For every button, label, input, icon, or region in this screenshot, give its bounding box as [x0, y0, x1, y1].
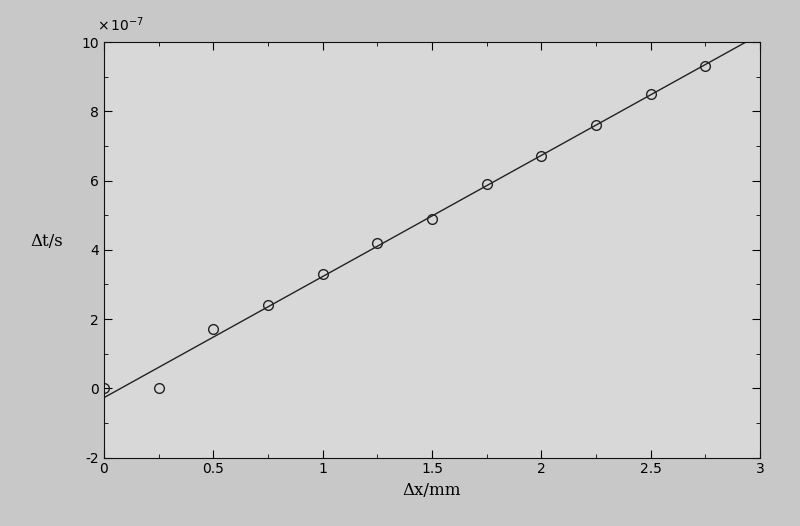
X-axis label: Δx/mm: Δx/mm — [402, 482, 462, 499]
Y-axis label: Δt/s: Δt/s — [30, 233, 63, 250]
Text: $\times\,10^{-7}$: $\times\,10^{-7}$ — [98, 15, 145, 34]
